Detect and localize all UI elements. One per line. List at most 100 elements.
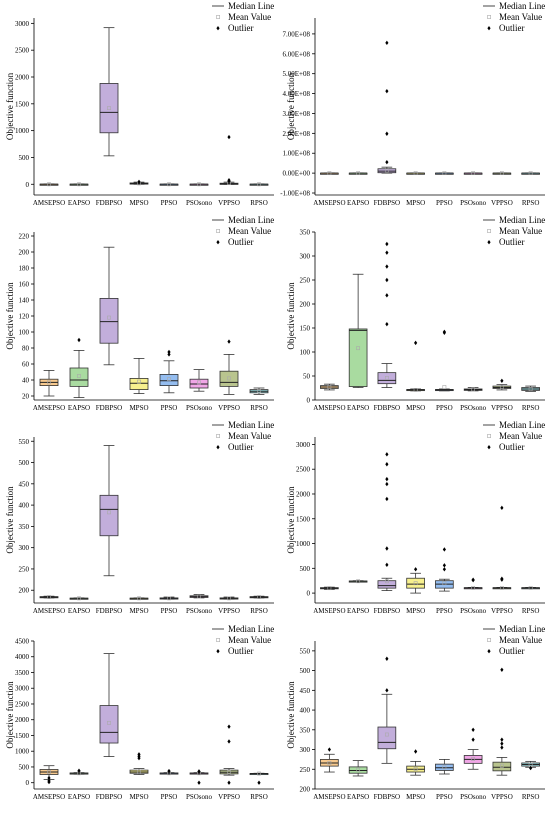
y-tick-label: 500	[300, 565, 311, 573]
box-psosono	[463, 387, 483, 392]
y-tick-label: 350	[19, 523, 30, 531]
x-tick-label: VPPSO	[218, 199, 240, 207]
chart-panel-6: 0 500 1000 1500 2000 2500 3000 Objective functi…	[286, 420, 545, 615]
mean-marker	[227, 376, 231, 381]
legend-mean-label: Mean Value	[499, 12, 542, 22]
legend-outlier-swatch	[487, 445, 491, 450]
box-ppso	[435, 329, 454, 392]
x-tick-label: EAPSO	[68, 793, 90, 801]
legend-mean-swatch	[487, 229, 492, 233]
legend-outlier-label: Outlier	[499, 23, 525, 33]
y-tick-label: 1.00E+08	[283, 150, 311, 158]
outlier-point	[442, 547, 446, 552]
mean-marker	[47, 380, 51, 385]
box-iqr	[348, 328, 368, 387]
box-amsepso	[39, 182, 59, 187]
outlier-point	[385, 476, 389, 482]
legend-median-label: Median Line	[228, 420, 274, 430]
x-tick-label: FDBPSO	[374, 199, 400, 207]
mean-marker	[107, 315, 111, 320]
x-tick-label: PSOsono	[186, 199, 213, 207]
outlier-point	[227, 739, 231, 744]
box-amsepso	[39, 369, 59, 397]
outlier-point	[414, 340, 418, 346]
box-rpso	[521, 760, 540, 771]
x-tick-label: PPSO	[436, 607, 453, 615]
outlier-point	[385, 688, 389, 693]
outlier-point	[442, 329, 446, 335]
box-vppso	[219, 596, 239, 601]
y-tick-label: 80	[22, 345, 30, 353]
outlier-point	[197, 769, 201, 774]
outlier-point	[197, 780, 201, 785]
mean-marker	[413, 171, 418, 176]
x-tick-label: VPPSO	[491, 793, 513, 801]
y-tick-label: 180	[19, 265, 30, 273]
legend-mean-swatch	[487, 638, 492, 642]
x-tick-label: RPSO	[250, 404, 268, 412]
box-mpso	[129, 357, 149, 395]
box-vppso	[492, 378, 512, 391]
y-tick-label: 3.00E+08	[283, 110, 311, 118]
x-tick-label: FDBPSO	[374, 793, 400, 801]
legend-mean-swatch	[487, 15, 492, 19]
outlier-point	[137, 755, 141, 761]
mean-marker	[471, 171, 476, 176]
mean-marker	[356, 346, 361, 351]
x-tick-label: AMSEPSO	[33, 793, 65, 801]
x-tick-label: FDBPSO	[96, 199, 122, 207]
outlier-point	[77, 768, 81, 773]
outlier-point	[77, 337, 81, 343]
mean-marker	[257, 389, 261, 394]
outlier-point	[385, 656, 389, 661]
box-vppso	[219, 724, 239, 785]
x-tick-label: AMSEPSO	[33, 404, 65, 412]
outlier-point	[500, 737, 504, 742]
y-tick-label: 150	[300, 325, 311, 333]
legend-mean-swatch	[216, 229, 221, 233]
mean-marker	[257, 771, 261, 776]
y-tick-label: 3000	[15, 20, 30, 28]
chart-panel-2: -1.00E+08 0.00E+00 1.00E+08 2.00E+08 3.00E+0…	[280, 1, 545, 207]
box-vppso	[219, 134, 239, 185]
legend-mean-label: Mean Value	[228, 226, 271, 236]
y-tick-label: 300	[300, 746, 311, 754]
x-tick-label: EAPSO	[68, 607, 90, 615]
outlier-point	[137, 179, 141, 185]
box-fdbpso	[377, 656, 397, 764]
y-axis-title: Objective function	[5, 72, 15, 140]
y-tick-label: 2.00E+08	[283, 130, 311, 138]
mean-marker	[499, 763, 504, 768]
mean-marker	[47, 770, 51, 774]
outlier-point	[385, 321, 389, 327]
legend-median-label: Median Line	[228, 624, 274, 634]
y-tick-label: 20	[22, 393, 30, 401]
x-tick-label: MPSO	[129, 607, 148, 615]
mean-marker	[356, 767, 361, 772]
legend-mean-swatch	[487, 434, 492, 438]
x-tick-label: PSOsono	[460, 793, 487, 801]
y-tick-label: -1.00E+08	[280, 190, 310, 198]
box-rpso	[249, 771, 269, 785]
outlier-point	[500, 378, 504, 383]
mean-marker	[227, 770, 231, 774]
outlier-point	[385, 40, 389, 46]
y-axis-title: Objective function	[286, 681, 296, 749]
x-tick-label: PPSO	[161, 793, 178, 801]
y-tick-label: 6.00E+08	[283, 50, 311, 58]
outlier-point	[227, 179, 231, 184]
mean-marker	[107, 720, 111, 725]
y-tick-label: 1500	[15, 100, 30, 108]
y-tick-label: 0	[307, 397, 311, 405]
y-tick-label: 500	[300, 667, 311, 675]
legend-outlier-label: Outlier	[228, 23, 254, 33]
x-tick-label: VPPSO	[218, 404, 240, 412]
box-psosono	[189, 594, 209, 599]
x-tick-label: EAPSO	[347, 199, 369, 207]
outlier-point	[385, 481, 389, 487]
x-tick-label: AMSEPSO	[33, 607, 65, 615]
box-eapso	[69, 182, 89, 187]
mean-marker	[384, 579, 389, 584]
